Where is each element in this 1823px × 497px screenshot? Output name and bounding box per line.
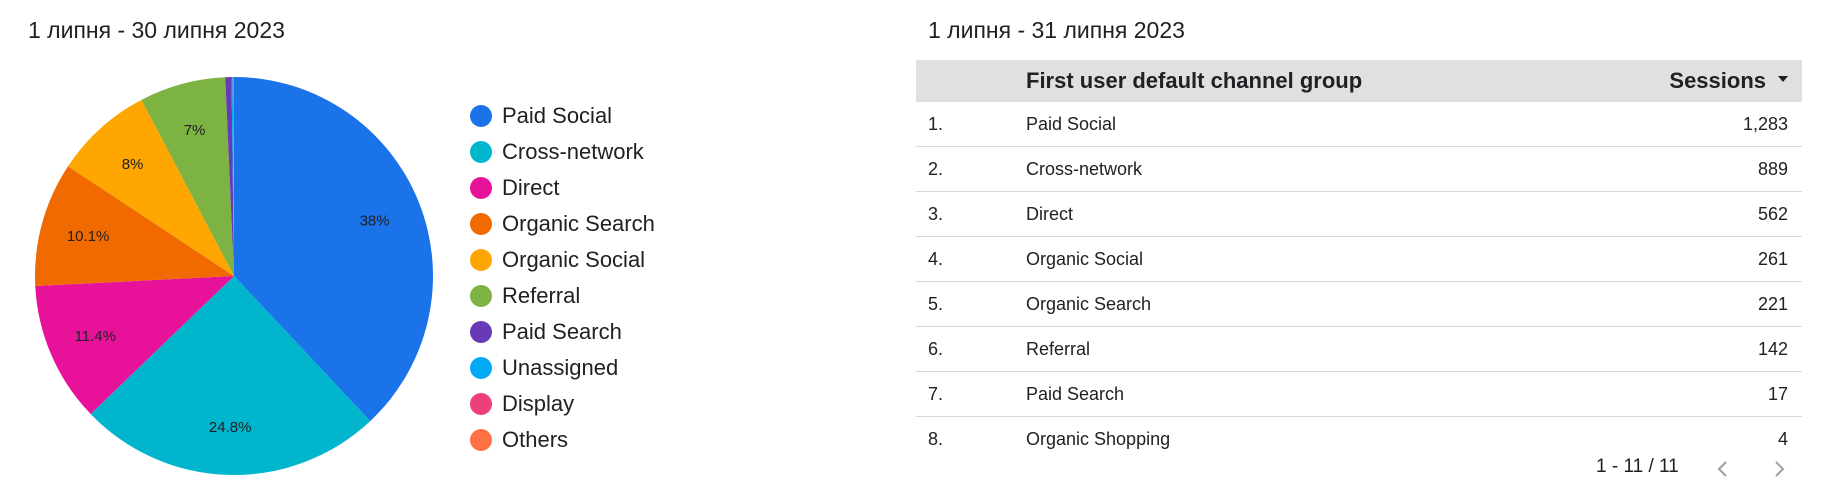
row-sessions: 562: [1757, 204, 1788, 224]
row-channel: Direct: [1026, 204, 1074, 224]
table-row: 3. Direct 562: [916, 192, 1802, 237]
row-index: 4.: [928, 249, 944, 269]
column-header-sessions[interactable]: Sessions: [1669, 68, 1766, 93]
pie-slice-others[interactable]: [233, 77, 234, 276]
legend-swatch: [470, 249, 492, 271]
row-sessions: 889: [1757, 159, 1788, 179]
row-sessions: 1,283: [1742, 114, 1788, 134]
legend-item[interactable]: Paid Search: [470, 314, 655, 350]
legend-item[interactable]: Referral: [470, 278, 655, 314]
pie-slice-referral[interactable]: [141, 77, 234, 276]
legend-swatch: [470, 177, 492, 199]
pie-data-label: 10.1%: [67, 228, 110, 245]
row-index: 1.: [928, 114, 944, 134]
row-channel: Organic Shopping: [1026, 429, 1171, 449]
legend-swatch: [470, 141, 492, 163]
table-row: 5. Organic Search 221: [916, 282, 1802, 327]
legend-swatch: [470, 357, 492, 379]
pie-slice-organic-social[interactable]: [68, 99, 234, 277]
legend-label: Referral: [502, 283, 581, 308]
row-sessions: 4: [1777, 429, 1788, 449]
table-row: 1. Paid Social 1,283: [916, 102, 1802, 147]
row-channel: Organic Search: [1026, 294, 1152, 314]
pie-data-label: 11.4%: [74, 328, 115, 345]
channel-table: First user default channel group Session…: [916, 60, 1802, 461]
row-channel: Paid Social: [1026, 114, 1117, 134]
legend-item[interactable]: Display: [470, 386, 655, 422]
row-index: 3.: [928, 204, 944, 224]
pie-legend: Paid Social Cross-network Direct Organic Se…: [470, 98, 655, 458]
row-sessions: 261: [1757, 249, 1788, 269]
pie-chart: 38% 24.8% 11.4% 10.1% 8% 7%: [35, 77, 434, 476]
sort-descending-icon[interactable]: [1778, 76, 1788, 82]
chevron-left-icon[interactable]: [1712, 458, 1734, 480]
legend-label: Cross-network: [502, 139, 644, 164]
row-sessions: 221: [1757, 294, 1788, 314]
legend-swatch: [470, 285, 492, 307]
pie-date-range: 1 липня - 30 липня 2023: [28, 17, 285, 43]
legend-item[interactable]: Paid Social: [470, 98, 655, 134]
legend-swatch: [470, 393, 492, 415]
pie-data-label: 24.8%: [209, 419, 252, 436]
row-index: 5.: [928, 294, 944, 314]
legend-swatch: [470, 429, 492, 451]
legend-swatch: [470, 213, 492, 235]
pie-slice-cross-network[interactable]: [90, 276, 371, 476]
table-date-range: 1 липня - 31 липня 2023: [928, 17, 1185, 43]
legend-item[interactable]: Others: [470, 422, 655, 458]
legend-label: Organic Search: [502, 211, 655, 236]
table-row: 7. Paid Search 17: [916, 372, 1802, 417]
legend-item[interactable]: Direct: [470, 170, 655, 206]
row-channel: Organic Social: [1026, 249, 1144, 269]
row-channel: Referral: [1026, 339, 1091, 359]
pie-slice-paid-search[interactable]: [225, 77, 234, 276]
pie-slice-paid-social[interactable]: [234, 77, 434, 422]
row-index: 8.: [928, 429, 944, 449]
legend-item[interactable]: Unassigned: [470, 350, 655, 386]
table-header: First user default channel group Session…: [916, 60, 1802, 102]
legend-swatch: [470, 105, 492, 127]
pie-slice-display[interactable]: [232, 77, 234, 277]
row-index: 7.: [928, 384, 944, 404]
pie-slice-direct[interactable]: [35, 276, 235, 415]
table-row: 2. Cross-network 889: [916, 147, 1802, 192]
legend-swatch: [470, 321, 492, 343]
row-sessions: 142: [1757, 339, 1788, 359]
pie-slice-organic-search[interactable]: [35, 166, 235, 286]
table-row: 8. Organic Shopping 4: [916, 417, 1802, 461]
legend-item[interactable]: Organic Social: [470, 242, 655, 278]
pie-data-label: 38%: [360, 212, 390, 229]
row-channel: Paid Search: [1026, 384, 1125, 404]
row-index: 6.: [928, 339, 944, 359]
legend-item[interactable]: Cross-network: [470, 134, 655, 170]
table-row: 6. Referral 142: [916, 327, 1802, 372]
row-channel: Cross-network: [1026, 159, 1143, 179]
legend-label: Organic Social: [502, 247, 646, 272]
legend-label: Others: [502, 427, 569, 452]
pagination-label: 1 - 11 / 11: [1596, 456, 1679, 477]
legend-label: Unassigned: [502, 355, 619, 380]
pie-slice-unassigned[interactable]: [231, 77, 234, 276]
table-row: 4. Organic Social 261: [916, 237, 1802, 282]
table-body: 1. Paid Social 1,283 2. Cross-network 889 3. Di…: [916, 102, 1802, 461]
legend-label: Paid Search: [502, 319, 622, 344]
legend-item[interactable]: Organic Search: [470, 206, 655, 242]
legend-label: Direct: [502, 175, 560, 200]
row-index: 2.: [928, 159, 944, 179]
legend-label: Paid Social: [502, 103, 613, 128]
pie-data-label: 8%: [122, 156, 144, 173]
legend-label: Display: [502, 391, 575, 416]
pie-data-label: 7%: [184, 122, 206, 139]
chevron-right-icon[interactable]: [1768, 458, 1790, 480]
row-sessions: 17: [1767, 384, 1788, 404]
column-header-channel[interactable]: First user default channel group: [1026, 68, 1363, 93]
